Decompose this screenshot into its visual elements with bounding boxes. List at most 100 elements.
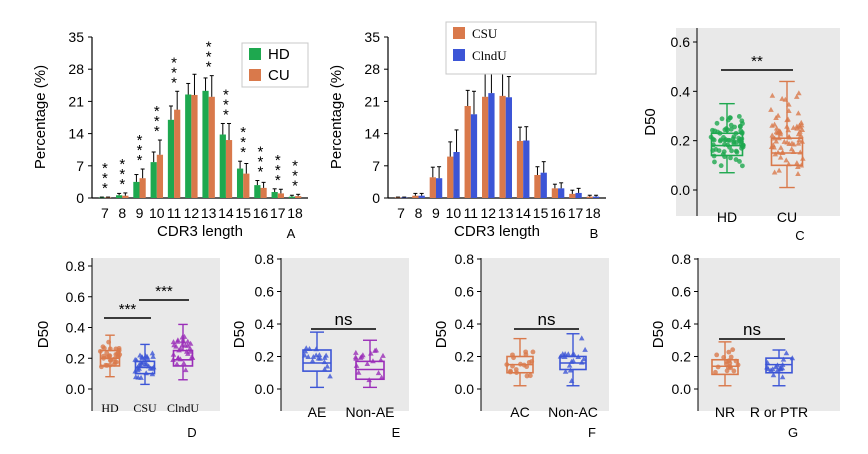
data-point xyxy=(107,362,113,368)
significance-label: ** xyxy=(751,53,763,70)
data-point xyxy=(527,373,533,379)
data-point xyxy=(523,352,529,357)
data-point xyxy=(182,367,189,373)
data-point xyxy=(769,132,776,138)
data-point xyxy=(727,115,733,121)
data-point xyxy=(719,116,725,122)
data-point xyxy=(800,155,806,161)
data-point xyxy=(380,352,386,358)
x-tick-label: 14 xyxy=(218,205,234,221)
bar-csu-16 xyxy=(551,188,559,198)
significance-star: * xyxy=(292,177,298,194)
bar-csu-15 xyxy=(534,175,541,198)
data-point xyxy=(99,364,104,370)
data-point xyxy=(710,148,716,153)
x-tick-label: HD xyxy=(101,401,119,415)
box-hd xyxy=(97,334,123,378)
data-point xyxy=(771,121,778,127)
box-ae xyxy=(301,331,333,389)
data-point xyxy=(790,148,797,154)
significance-star: * xyxy=(258,164,264,181)
plot-background xyxy=(698,258,840,411)
y-tick-label: 0.4 xyxy=(455,316,475,332)
y-tick-label: 0.8 xyxy=(455,251,475,267)
data-point xyxy=(772,151,779,157)
data-point xyxy=(149,350,156,356)
legend-label-hd: HD xyxy=(268,46,290,63)
data-point xyxy=(736,114,742,119)
x-tick-label: 17 xyxy=(270,205,286,221)
y-tick-label: 0.2 xyxy=(672,349,692,365)
data-point xyxy=(779,361,786,367)
data-point xyxy=(789,355,796,361)
data-point xyxy=(112,359,118,365)
data-point xyxy=(712,159,717,165)
y-tick-label: 7 xyxy=(76,158,84,174)
plot-background xyxy=(676,28,840,216)
data-point xyxy=(773,138,780,144)
y-tick-label: 0.4 xyxy=(671,83,691,99)
significance-star: * xyxy=(119,156,125,173)
data-point xyxy=(731,368,737,374)
data-point xyxy=(730,347,736,353)
data-point xyxy=(181,333,188,339)
y-tick-label: 0.6 xyxy=(255,284,275,300)
bar-cu-11 xyxy=(174,109,181,198)
data-point xyxy=(189,354,196,360)
y-tick-label: 21 xyxy=(68,93,84,109)
data-point xyxy=(135,374,141,380)
data-point xyxy=(720,151,726,157)
plot-background xyxy=(281,258,409,411)
data-point xyxy=(504,362,510,368)
data-point xyxy=(187,345,193,351)
data-point xyxy=(179,338,186,344)
y-tick-label: 0 xyxy=(76,190,84,206)
significance-star: * xyxy=(292,157,298,174)
y-axis-label: Percentage (%) xyxy=(328,65,345,169)
data-point xyxy=(113,346,119,352)
significance-star: * xyxy=(171,64,177,81)
data-point xyxy=(144,353,150,359)
data-point xyxy=(779,149,786,155)
bar-csu-12 xyxy=(482,96,489,198)
legend-label-clndu: ClndU xyxy=(472,48,507,63)
panel-label: D xyxy=(187,425,196,440)
significance-star: * xyxy=(154,113,160,130)
y-tick-label: 7 xyxy=(372,158,380,174)
data-point xyxy=(731,140,737,146)
y-axis-label: D50 xyxy=(231,321,248,349)
x-tick-label: 10 xyxy=(446,205,462,221)
bar-clndu-18 xyxy=(592,196,600,198)
data-point xyxy=(770,372,777,378)
x-tick-label: 11 xyxy=(464,205,479,221)
data-point xyxy=(324,363,331,369)
y-tick-label: 0.6 xyxy=(66,289,86,305)
data-point xyxy=(108,357,114,363)
bar-cu-14 xyxy=(225,140,233,198)
x-tick-label: 7 xyxy=(101,205,109,221)
legend-swatch-hd xyxy=(249,48,261,60)
data-point xyxy=(175,354,182,360)
chart-f: 0.0 0.2 0.4 0.6 0.8 AC Non-AC ns D50 F xyxy=(433,251,609,440)
data-point xyxy=(143,361,150,367)
data-point xyxy=(181,360,187,366)
data-point xyxy=(783,350,790,356)
data-point xyxy=(378,374,385,380)
bar-hd-18 xyxy=(288,196,296,198)
x-tick-label: 10 xyxy=(149,205,165,221)
significance-label: ns xyxy=(538,310,556,329)
significance-stars: * * * xyxy=(171,54,177,91)
x-tick-label: 15 xyxy=(235,205,251,221)
data-point xyxy=(315,355,322,361)
data-point xyxy=(301,352,308,358)
data-point xyxy=(177,346,184,352)
significance-star: * xyxy=(171,74,177,91)
x-axis-label: CDR3 length xyxy=(157,223,243,240)
data-point xyxy=(796,137,802,143)
data-point xyxy=(170,339,177,345)
bar-csu-11 xyxy=(464,106,471,198)
data-point xyxy=(143,370,149,376)
x-tick-label: R or PTR xyxy=(750,404,808,420)
data-point xyxy=(97,348,103,354)
